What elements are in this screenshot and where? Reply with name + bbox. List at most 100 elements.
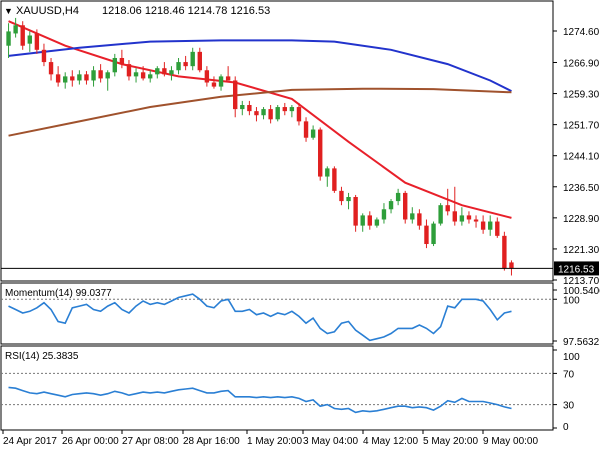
candle: [459, 207, 465, 226]
candle-body: [254, 111, 259, 116]
candle: [473, 215, 479, 228]
candle: [112, 53, 117, 77]
candle-body: [77, 74, 82, 81]
candle-body: [346, 197, 351, 202]
candle-body: [190, 51, 195, 67]
candle-body: [466, 215, 472, 220]
candle: [162, 62, 167, 77]
candle: [346, 192, 351, 210]
candle-body: [55, 74, 61, 83]
candle-body: [34, 33, 40, 50]
collapse-arrow-icon[interactable]: ▼: [4, 6, 13, 16]
rsi-line: [8, 386, 512, 414]
moving-average-line-sma_brown: [8, 87, 512, 137]
candle-body: [282, 107, 287, 112]
candle-body: [310, 129, 316, 138]
price-tick-label: 1213.70: [563, 276, 600, 287]
candle-body: [247, 105, 252, 112]
candle: [240, 100, 245, 116]
candle-body: [424, 225, 429, 245]
time-tick-label: 3 May 04:00: [303, 436, 358, 447]
candle: [410, 207, 415, 224]
current-price-box: [554, 261, 599, 276]
candle-body: [41, 49, 47, 63]
candle: [353, 194, 358, 232]
candle-body: [275, 107, 280, 120]
candle-body: [403, 192, 408, 220]
candle-body: [91, 70, 96, 81]
price-tick-label: 1221.30: [563, 245, 600, 256]
candle-body: [13, 25, 18, 34]
time-x-axis: 24 Apr 2017 26 Apr 00:00 27 Apr 08:00 28 Ap…: [2, 430, 538, 447]
candle-body: [502, 235, 507, 269]
candle-body: [6, 31, 11, 46]
price-tick-label: 1228.90: [563, 214, 600, 225]
candle: [70, 70, 75, 87]
candle: [310, 125, 316, 140]
time-tick-label: 24 Apr 2017: [3, 436, 57, 447]
candle-body: [495, 221, 500, 236]
candle: [27, 31, 32, 52]
price-tick-label: 1244.10: [563, 152, 600, 163]
candle-body: [211, 82, 217, 87]
candle: [261, 107, 266, 120]
price-panel-frame: [0, 0, 554, 282]
candle-body: [225, 76, 231, 81]
candle-body: [126, 64, 132, 77]
candle: [502, 231, 507, 271]
candle-body: [176, 62, 181, 71]
candle-body: [480, 221, 486, 230]
candle-body: [438, 205, 443, 224]
candle: [190, 47, 195, 71]
rsi-label: RSI(14) 25.3835: [5, 351, 79, 362]
momentum-tick-label: 100.5406: [563, 286, 600, 297]
candle: [282, 102, 287, 116]
candle: [197, 47, 202, 73]
momentum-tick-label: 100: [563, 295, 580, 306]
time-tick-label: 1 May 20:00: [247, 436, 302, 447]
candle-body: [296, 107, 302, 122]
candle: [480, 215, 486, 234]
candle: [431, 221, 436, 247]
candle-body: [268, 109, 273, 120]
candle: [339, 186, 344, 206]
time-tick-label: 5 May 20:00: [423, 436, 478, 447]
candle-body: [218, 76, 224, 87]
candle: [233, 76, 238, 118]
rsi-plot: 100 70 30 0: [1, 349, 580, 433]
candle-body: [204, 70, 210, 83]
candle: [332, 166, 337, 193]
candle-body: [332, 168, 337, 191]
candle-body: [183, 62, 188, 67]
rsi-tick-label: 0: [563, 422, 569, 433]
price-tick-label: 1236.50: [563, 183, 600, 194]
momentum-plot: 100.5406100 97.5632: [1, 286, 600, 348]
candle: [289, 105, 295, 118]
candle: [41, 43, 47, 67]
candle-body: [452, 211, 457, 222]
candle-body: [417, 213, 422, 226]
candle: [388, 199, 394, 214]
candle-body: [325, 168, 330, 177]
candle: [374, 217, 380, 228]
candle: [204, 66, 210, 87]
candle: [254, 107, 259, 122]
candle-body: [353, 197, 358, 226]
rsi-tick-label: 100: [563, 352, 580, 363]
candle: [126, 60, 132, 81]
moving-average-line-sma_blue: [8, 39, 512, 92]
candle-body: [112, 57, 117, 73]
candle-body: [162, 68, 167, 75]
candle-body: [70, 76, 75, 81]
candle-body: [445, 205, 450, 212]
candle: [395, 188, 401, 206]
candle: [84, 71, 89, 85]
candle: [225, 66, 231, 81]
candle-body: [459, 215, 465, 222]
candle-body: [431, 223, 436, 245]
candle-body: [98, 70, 103, 79]
candle: [466, 211, 472, 224]
candle: [20, 21, 25, 50]
candle: [325, 166, 330, 187]
time-tick-label: 26 Apr 00:00: [62, 436, 119, 447]
